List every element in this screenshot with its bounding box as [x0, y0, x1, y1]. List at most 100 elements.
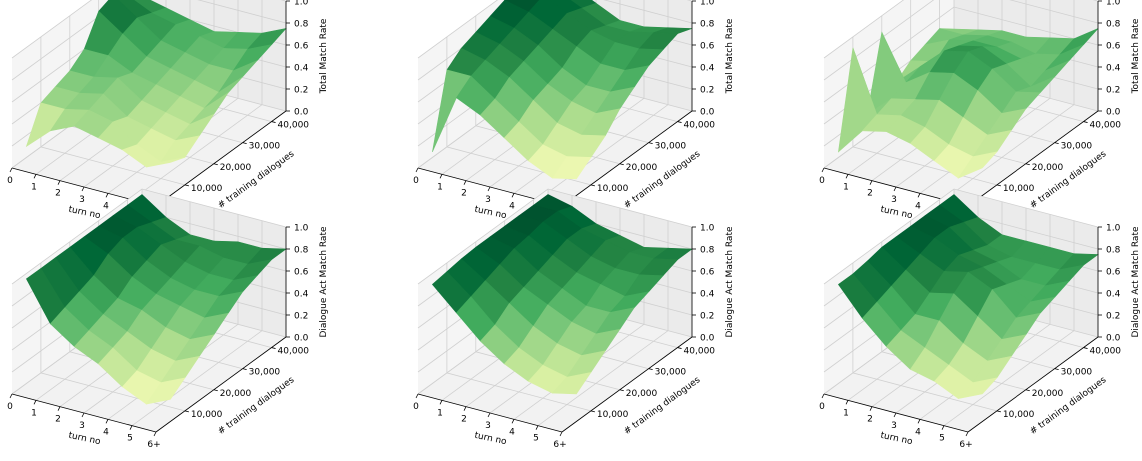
x-tick	[941, 425, 945, 430]
x-tick	[57, 180, 61, 185]
y-tick	[1054, 142, 1059, 145]
x-tick	[917, 193, 921, 198]
x-tick-label: 2	[867, 189, 873, 199]
x-tick-label: 4	[915, 427, 921, 437]
surface	[432, 0, 693, 180]
x-tick	[105, 419, 109, 424]
x-tick-label: 5	[939, 434, 945, 444]
y-tick-label: 40,000	[684, 347, 716, 357]
x-tick	[105, 193, 109, 198]
z-axis: 0.0 0.2 0.4 0.6 0.8 1.0 Dialogue Act Match Rat…	[1097, 224, 1141, 344]
x-tick-label: 2	[461, 415, 467, 425]
z-tick-label: 0.2	[700, 86, 714, 96]
z-tick-label: 0.8	[700, 246, 715, 256]
y-axis-label: # training dialogues	[216, 149, 296, 211]
y-tick-label: 20,000	[1032, 163, 1064, 173]
y-tick	[242, 142, 247, 145]
z-axis: 0.0 0.2 0.4 0.6 0.8 1.0 Total Match Rate	[691, 0, 735, 118]
z-tick-label: 0.6	[294, 42, 309, 52]
y-tick	[184, 184, 189, 187]
y-tick	[619, 163, 624, 166]
y-tick	[271, 121, 276, 123]
surface-cell-5-0	[957, 377, 998, 400]
x-tick	[511, 419, 515, 424]
z-axis: 0.0 0.2 0.4 0.6 0.8 1.0 Total Match Rate	[1097, 0, 1141, 118]
x-tick	[487, 186, 491, 192]
y-axis-label: # training dialogues	[1028, 149, 1108, 211]
x-tick-label: 4	[103, 427, 109, 437]
z-tick-label: 1.0	[294, 224, 309, 234]
x-tick	[129, 425, 133, 430]
surface-cell-5-0	[145, 377, 186, 405]
y-tick	[996, 184, 1001, 187]
z-axis-label: Dialogue Act Match Rate	[1131, 226, 1141, 338]
y-tick	[648, 142, 653, 145]
x-tick	[965, 431, 969, 437]
y-tick	[242, 368, 247, 371]
z-tick-label: 1.0	[1106, 0, 1121, 8]
surface-cell-5-0	[551, 371, 592, 395]
x-tick-label: 6+	[553, 440, 566, 450]
z-tick-label: 0.2	[294, 86, 308, 96]
y-tick	[184, 410, 189, 413]
x-tick-label: 0	[7, 176, 13, 186]
z-axis-label: Total Match Rate	[319, 18, 329, 94]
x-tick-label: 4	[915, 201, 921, 211]
z-axis-label: Dialogue Act Match Rate	[725, 226, 735, 338]
x-tick	[57, 406, 61, 411]
x-tick-label: 3	[485, 195, 491, 205]
x-tick-label: 1	[31, 182, 37, 192]
x-tick-label: 0	[819, 402, 825, 412]
z-tick-label: 0.6	[1106, 268, 1121, 278]
x-axis-label: turn no	[67, 205, 101, 222]
x-tick-label: 3	[891, 195, 897, 205]
y-axis-line	[155, 336, 287, 433]
y-axis-line	[155, 110, 287, 207]
y-axis-line	[967, 336, 1099, 433]
y-tick	[1083, 347, 1088, 349]
x-axis-label: turn no	[473, 205, 507, 222]
z-tick-label: 0.0	[1106, 108, 1121, 118]
x-tick	[81, 412, 85, 418]
z-tick-label: 0.6	[294, 268, 309, 278]
surface-cell-5-0	[957, 151, 998, 179]
z-tick-label: 0.8	[294, 246, 309, 256]
z-tick-label: 0.2	[1106, 86, 1120, 96]
x-axis-label: turn no	[879, 205, 913, 222]
z-tick-label: 1.0	[700, 0, 715, 8]
x-tick	[439, 400, 443, 405]
y-tick-label: 40,000	[278, 347, 310, 357]
y-tick	[648, 368, 653, 371]
x-tick	[439, 174, 443, 179]
z-tick-label: 0.6	[700, 42, 715, 52]
x-tick	[9, 393, 13, 399]
z-tick-label: 0.0	[700, 108, 715, 118]
x-tick	[33, 400, 37, 405]
x-tick	[893, 186, 897, 192]
x-tick	[845, 400, 849, 405]
x-tick-label: 1	[437, 408, 443, 418]
x-tick-label: 1	[843, 408, 849, 418]
y-axis-label: # training dialogues	[1028, 375, 1108, 437]
z-axis: 0.0 0.2 0.4 0.6 0.8 1.0 Dialogue Act Match Rat…	[285, 224, 329, 344]
y-tick-label: 10,000	[1003, 410, 1035, 420]
x-tick-label: 4	[509, 201, 515, 211]
y-tick-label: 40,000	[1090, 347, 1122, 357]
x-tick-label: 4	[509, 427, 515, 437]
x-tick-label: 1	[843, 182, 849, 192]
chart-panel-4: 0 1 2 3 4 5 6+ turn no 10,000 20,000 30,000 40,000 #…	[7, 188, 329, 450]
x-tick-label: 3	[79, 421, 85, 431]
x-tick	[511, 193, 515, 198]
y-tick-label: 20,000	[626, 163, 658, 173]
z-tick-label: 1.0	[700, 224, 715, 234]
y-axis-label: # training dialogues	[622, 149, 702, 211]
y-tick	[619, 389, 624, 392]
y-axis-line	[561, 336, 693, 433]
z-tick-label: 0.4	[700, 64, 715, 74]
y-tick-label: 30,000	[249, 368, 281, 378]
z-tick-label: 1.0	[294, 0, 309, 8]
z-tick-label: 0.8	[700, 20, 715, 30]
